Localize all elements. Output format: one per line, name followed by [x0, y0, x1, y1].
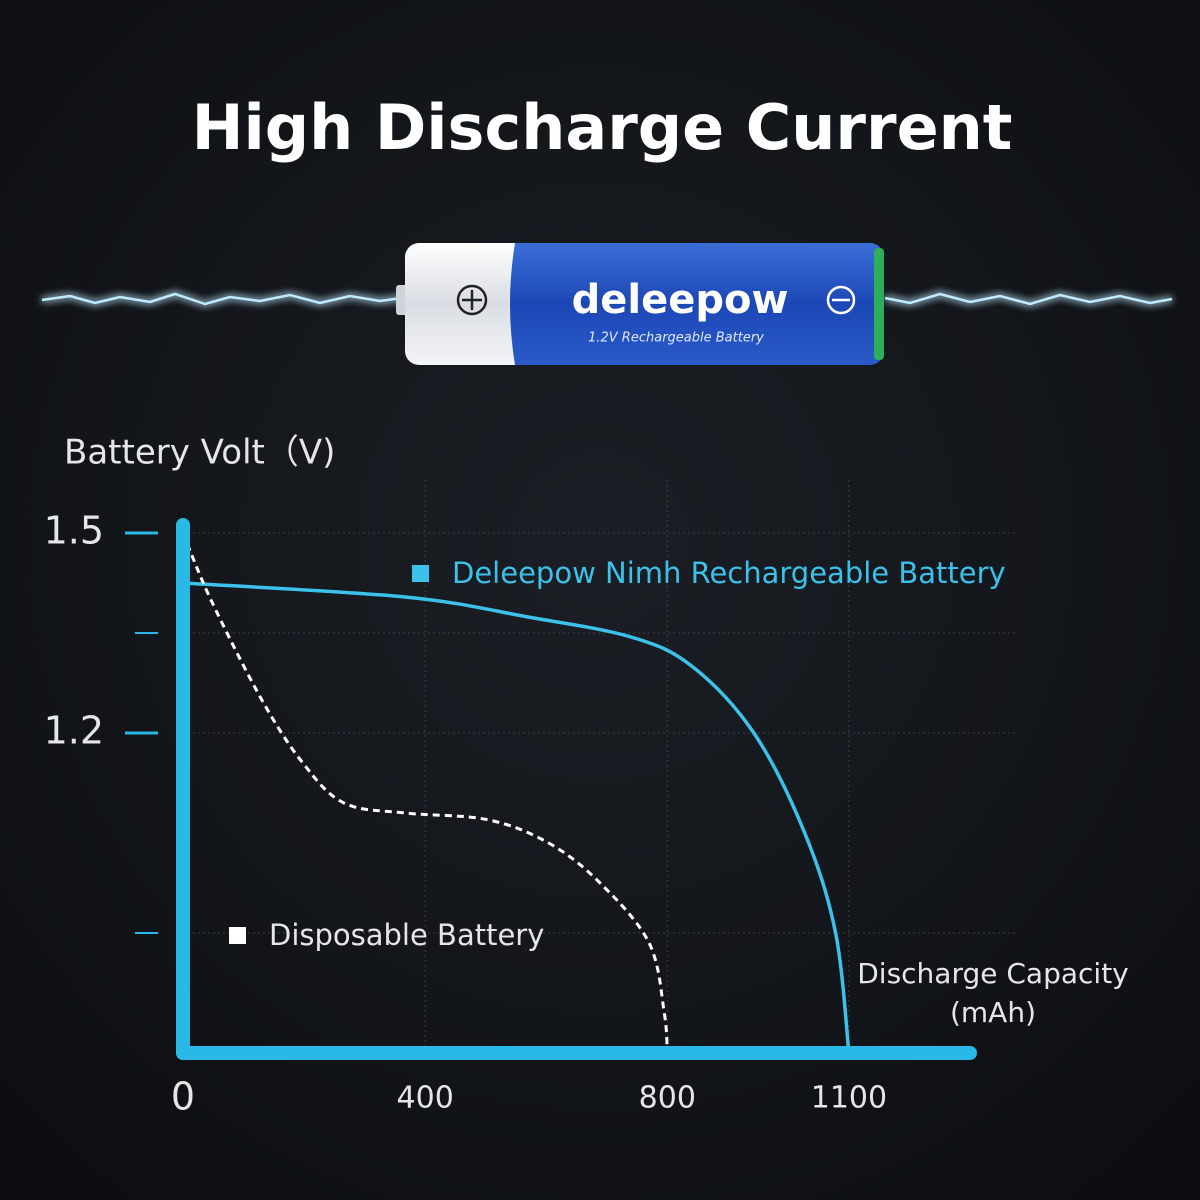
- y-tick-label: 1.2: [44, 709, 104, 753]
- series-line: [181, 532, 669, 1054]
- x-axis-label: Discharge Capacity: [857, 957, 1129, 990]
- x-axis-label: (mAh): [950, 996, 1036, 1029]
- legend-swatch: [412, 565, 429, 582]
- x-tick-label: 1100: [811, 1081, 887, 1116]
- plot: 1.5 1.2 0 400 800 1100 Deleepow Nimh Rechargea…: [44, 480, 1015, 1119]
- battery: deleepow 1.2V Rechargeable Battery: [396, 243, 884, 365]
- x-tick-label: 800: [639, 1081, 696, 1116]
- x-tick-label: 400: [397, 1081, 454, 1116]
- legend-swatch: [229, 927, 246, 944]
- x-tick-label: 0: [171, 1075, 195, 1119]
- battery-brand: deleepow: [572, 277, 789, 323]
- y-axis-label: Battery Volt（V): [64, 433, 335, 473]
- battery-label: 1.2V Rechargeable Battery: [588, 331, 764, 346]
- lightning: [41, 292, 1173, 306]
- y-tick-label: 1.5: [44, 509, 104, 553]
- title: High Discharge Current: [192, 91, 1013, 164]
- legend-label: Deleepow Nimh Rechargeable Battery: [452, 556, 1006, 590]
- legend-label: Disposable Battery: [269, 918, 544, 952]
- series-line: [182, 581, 851, 1054]
